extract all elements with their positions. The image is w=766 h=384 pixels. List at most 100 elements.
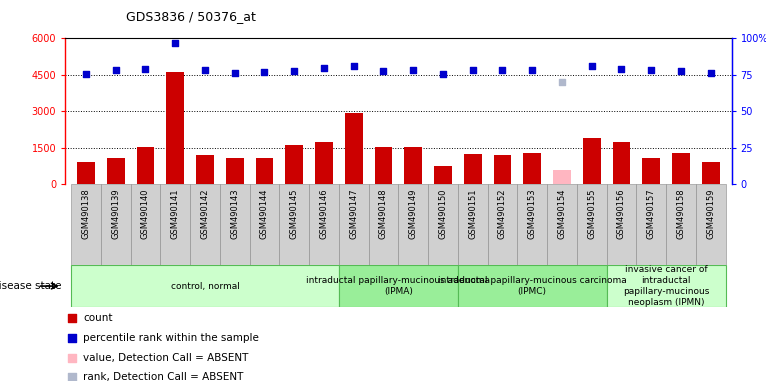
Text: GSM490141: GSM490141 <box>171 188 180 239</box>
Text: GSM490144: GSM490144 <box>260 188 269 239</box>
Text: GDS3836 / 50376_at: GDS3836 / 50376_at <box>126 10 257 23</box>
Point <box>556 79 568 85</box>
Point <box>199 67 211 73</box>
Point <box>66 354 78 361</box>
Bar <box>637 184 666 265</box>
Text: GSM490149: GSM490149 <box>409 188 417 239</box>
Bar <box>226 157 244 184</box>
Bar <box>106 157 125 184</box>
Point <box>348 63 360 69</box>
Bar <box>607 184 637 265</box>
Bar <box>553 170 571 184</box>
Text: control, normal: control, normal <box>171 281 240 291</box>
Bar <box>101 184 130 265</box>
Point <box>675 68 687 74</box>
Text: value, Detection Call = ABSENT: value, Detection Call = ABSENT <box>83 353 249 362</box>
Point <box>66 315 78 321</box>
Point <box>526 67 538 73</box>
Bar <box>517 184 547 265</box>
Point <box>66 374 78 380</box>
Bar <box>488 184 517 265</box>
Point <box>407 67 419 73</box>
Bar <box>613 142 630 184</box>
Bar <box>196 155 214 184</box>
Bar <box>523 153 541 184</box>
Bar <box>458 265 607 307</box>
Text: rank, Detection Call = ABSENT: rank, Detection Call = ABSENT <box>83 372 244 382</box>
Text: GSM490152: GSM490152 <box>498 188 507 239</box>
Text: invasive cancer of
intraductal
papillary-mucinous
neoplasm (IPMN): invasive cancer of intraductal papillary… <box>623 265 709 307</box>
Bar <box>547 184 577 265</box>
Text: disease state: disease state <box>0 281 61 291</box>
Text: count: count <box>83 313 113 323</box>
Text: GSM490159: GSM490159 <box>706 188 715 239</box>
Bar <box>702 162 719 184</box>
Bar <box>285 146 303 184</box>
Bar <box>256 157 273 184</box>
Text: GSM490139: GSM490139 <box>111 188 120 239</box>
Bar <box>607 265 725 307</box>
Bar <box>404 147 422 184</box>
Text: GSM490151: GSM490151 <box>468 188 477 239</box>
Bar <box>463 154 482 184</box>
Bar <box>345 113 362 184</box>
Text: GSM490140: GSM490140 <box>141 188 150 239</box>
Point <box>496 67 509 73</box>
Point <box>378 68 390 74</box>
Point <box>615 66 627 72</box>
Bar <box>160 184 190 265</box>
Point <box>645 67 657 73</box>
Bar <box>190 184 220 265</box>
Point <box>466 67 479 73</box>
Text: GSM490157: GSM490157 <box>647 188 656 239</box>
Bar <box>136 147 155 184</box>
Text: GSM490148: GSM490148 <box>379 188 388 239</box>
Text: GSM490158: GSM490158 <box>676 188 686 239</box>
Point <box>80 71 92 77</box>
Text: GSM490154: GSM490154 <box>558 188 566 239</box>
Point <box>705 70 717 76</box>
Bar <box>71 265 339 307</box>
Text: GSM490147: GSM490147 <box>349 188 358 239</box>
Bar <box>493 155 512 184</box>
Bar <box>339 265 458 307</box>
Text: intraductal papillary-mucinous adenoma
(IPMA): intraductal papillary-mucinous adenoma (… <box>306 276 490 296</box>
Bar <box>250 184 280 265</box>
Text: GSM490153: GSM490153 <box>528 188 537 239</box>
Point <box>258 69 270 75</box>
Text: GSM490138: GSM490138 <box>81 188 90 239</box>
Text: intraductal papillary-mucinous carcinoma
(IPMC): intraductal papillary-mucinous carcinoma… <box>438 276 627 296</box>
Text: GSM490143: GSM490143 <box>231 188 239 239</box>
Bar <box>280 184 309 265</box>
Bar <box>220 184 250 265</box>
Bar <box>666 184 696 265</box>
Point <box>169 40 182 46</box>
Bar <box>77 162 95 184</box>
Text: GSM490146: GSM490146 <box>319 188 329 239</box>
Bar <box>398 184 428 265</box>
Point <box>110 67 122 73</box>
Text: GSM490156: GSM490156 <box>617 188 626 239</box>
Bar <box>375 147 392 184</box>
Bar <box>71 184 101 265</box>
Point <box>66 335 78 341</box>
Bar <box>434 166 452 184</box>
Bar <box>672 153 690 184</box>
Text: GSM490155: GSM490155 <box>588 188 596 239</box>
Text: GSM490142: GSM490142 <box>201 188 209 239</box>
Bar <box>315 142 333 184</box>
Point <box>139 66 152 72</box>
Bar <box>130 184 160 265</box>
Point <box>437 71 449 77</box>
Bar <box>583 138 601 184</box>
Text: percentile rank within the sample: percentile rank within the sample <box>83 333 260 343</box>
Bar <box>696 184 725 265</box>
Text: GSM490150: GSM490150 <box>438 188 447 239</box>
Bar <box>458 184 488 265</box>
Bar <box>339 184 368 265</box>
Point <box>318 65 330 71</box>
Text: GSM490145: GSM490145 <box>290 188 299 239</box>
Bar <box>577 184 607 265</box>
Bar <box>428 184 458 265</box>
Point <box>228 70 241 76</box>
